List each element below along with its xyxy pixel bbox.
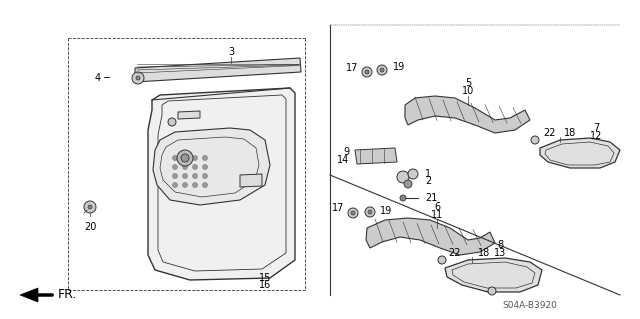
Circle shape	[177, 150, 193, 166]
Text: 19: 19	[380, 206, 392, 216]
Text: 9: 9	[343, 147, 349, 157]
Polygon shape	[355, 148, 397, 164]
Polygon shape	[240, 174, 262, 187]
Circle shape	[408, 169, 418, 179]
Text: 5: 5	[465, 78, 471, 88]
Circle shape	[168, 118, 176, 126]
Text: 1: 1	[425, 169, 431, 179]
Text: 18: 18	[478, 248, 490, 258]
Circle shape	[202, 155, 207, 160]
Text: 12: 12	[590, 131, 602, 141]
Circle shape	[193, 155, 198, 160]
Circle shape	[182, 182, 188, 188]
Circle shape	[397, 171, 409, 183]
Circle shape	[377, 65, 387, 75]
Text: FR.: FR.	[58, 288, 77, 301]
Circle shape	[368, 210, 372, 214]
Circle shape	[181, 154, 189, 162]
Text: 21: 21	[425, 193, 437, 203]
Text: 10: 10	[462, 86, 474, 96]
Text: 20: 20	[84, 222, 96, 232]
Circle shape	[193, 165, 198, 169]
Text: 17: 17	[346, 63, 358, 73]
Circle shape	[365, 207, 375, 217]
Polygon shape	[445, 258, 542, 292]
Polygon shape	[153, 128, 270, 205]
Text: 3: 3	[228, 47, 234, 57]
Text: 2: 2	[425, 176, 431, 186]
Polygon shape	[540, 138, 620, 168]
Text: 6: 6	[434, 202, 440, 212]
Text: 15: 15	[259, 273, 271, 283]
Circle shape	[182, 165, 188, 169]
Circle shape	[404, 180, 412, 188]
Text: S04A-B3920: S04A-B3920	[502, 300, 557, 309]
Circle shape	[173, 155, 177, 160]
Text: 17: 17	[332, 203, 344, 213]
Text: 19: 19	[393, 62, 405, 72]
Text: 8: 8	[497, 240, 503, 250]
Text: 16: 16	[259, 280, 271, 290]
Circle shape	[88, 205, 92, 209]
Polygon shape	[405, 96, 530, 133]
Circle shape	[531, 136, 539, 144]
Circle shape	[202, 174, 207, 179]
Polygon shape	[135, 58, 301, 82]
Circle shape	[362, 67, 372, 77]
Circle shape	[182, 174, 188, 179]
Circle shape	[202, 182, 207, 188]
Polygon shape	[366, 218, 495, 255]
Text: 11: 11	[431, 210, 443, 220]
Polygon shape	[178, 111, 200, 119]
Text: 22: 22	[543, 128, 556, 138]
Circle shape	[132, 72, 144, 84]
Circle shape	[136, 76, 140, 80]
Text: 22: 22	[448, 248, 461, 258]
Circle shape	[173, 165, 177, 169]
Text: 7: 7	[593, 123, 599, 133]
Text: 13: 13	[494, 248, 506, 258]
Circle shape	[202, 165, 207, 169]
Circle shape	[173, 174, 177, 179]
Text: 4 ─: 4 ─	[95, 73, 110, 83]
Circle shape	[400, 195, 406, 201]
Polygon shape	[20, 288, 38, 302]
Circle shape	[173, 182, 177, 188]
Polygon shape	[148, 88, 295, 280]
Circle shape	[438, 256, 446, 264]
Circle shape	[365, 70, 369, 74]
Circle shape	[193, 182, 198, 188]
Circle shape	[380, 68, 384, 72]
Text: 14: 14	[337, 155, 349, 165]
Circle shape	[84, 201, 96, 213]
Text: 18: 18	[564, 128, 576, 138]
Circle shape	[193, 174, 198, 179]
Circle shape	[488, 287, 496, 295]
Circle shape	[348, 208, 358, 218]
Circle shape	[351, 211, 355, 215]
Circle shape	[182, 155, 188, 160]
